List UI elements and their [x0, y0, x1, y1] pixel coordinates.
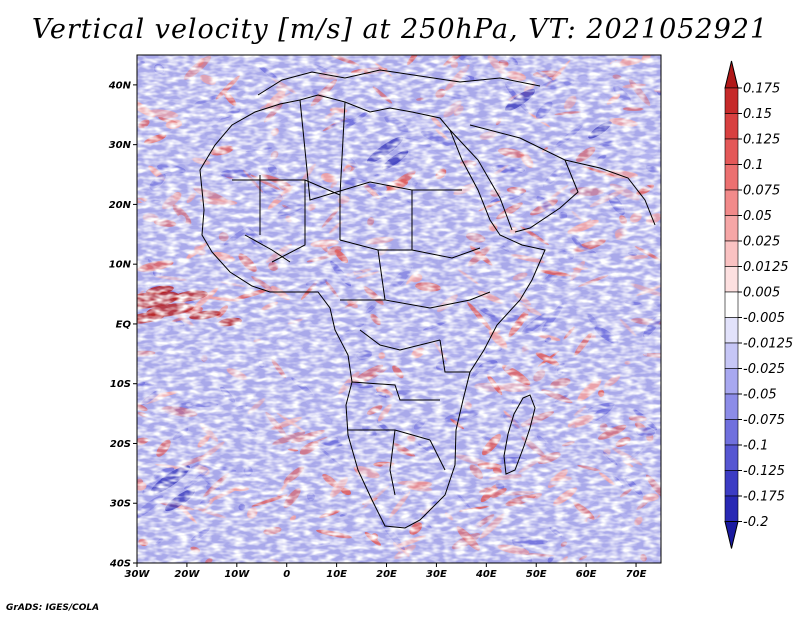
plot-area: [137, 55, 661, 563]
lon-label: 60E: [576, 569, 597, 580]
border-12: [429, 291, 491, 309]
colorbar-segment: [724, 240, 739, 267]
border-9: [411, 247, 481, 259]
colorbar-label: -0.0125: [743, 337, 793, 352]
colorbar-label: -0.125: [743, 464, 785, 479]
colorbar-label: 0.1: [743, 158, 764, 173]
lon-label: 20E: [376, 569, 397, 580]
border-14: [439, 339, 470, 373]
colorbar-segment: [724, 215, 739, 242]
colorbar-label: -0.025: [743, 362, 785, 377]
colorbar-label: -0.05: [743, 388, 777, 403]
country-borders: [199, 69, 656, 529]
colorbar-segment: [724, 266, 739, 293]
colorbar-segment: [724, 291, 739, 318]
colorbar-segment: [724, 470, 739, 497]
lat-label: 30N: [109, 140, 132, 151]
lat-label: 10S: [110, 379, 131, 390]
colorbar-segment: [724, 113, 739, 140]
border-18: [429, 439, 446, 471]
lon-label: 50E: [526, 569, 547, 580]
plot-frame: [136, 54, 662, 564]
colorbar-top-arrow: [724, 60, 739, 89]
map-title: Vertical velocity [m/s] at 250hPa, VT: 2…: [31, 14, 769, 45]
border-6: [339, 101, 346, 240]
colorbar-label: 0.025: [743, 235, 780, 250]
lon-label: 10W: [224, 569, 250, 580]
border-13: [359, 329, 441, 351]
colorbar-label: 0.15: [743, 107, 772, 122]
lon-label: 30W: [125, 569, 151, 580]
europe-coast: [257, 69, 541, 96]
border-19: [244, 234, 291, 263]
field-noise-texture: [137, 55, 661, 563]
colorbar-label: 0.005: [743, 286, 780, 301]
lat-label: EQ: [116, 319, 132, 330]
colorbar-segment: [724, 495, 739, 522]
asia-coast: [564, 159, 656, 226]
colorbar-label: -0.005: [743, 311, 785, 326]
lon-label: 0: [283, 569, 290, 580]
colorbar-segment: [724, 444, 739, 471]
longitude-axis: 30W 20W 10W 0 10E 20E 30E 40E 50E 60E 70E: [125, 563, 647, 580]
lon-label: 70E: [626, 569, 647, 580]
lon-label: 10E: [326, 569, 347, 580]
colorbar: 0.175 0.15 0.125 0.1 0.075 0.05 0.025 0.0125 0.0…: [724, 60, 793, 549]
madagascar-outline: [503, 394, 536, 475]
red-sea: [449, 129, 513, 231]
colorbar-segment: [724, 368, 739, 395]
border-7: [271, 180, 306, 263]
colorbar-bottom-arrow: [724, 521, 739, 549]
colorbar-label: -0.1: [743, 439, 768, 454]
lat-label: 40S: [109, 559, 131, 570]
colorbar-label: 0.175: [743, 82, 780, 97]
lat-label: 20S: [110, 439, 131, 450]
border-3: [299, 99, 371, 201]
africa-coastline: [199, 94, 546, 529]
border-17: [389, 429, 396, 496]
colorbar-segment: [724, 138, 739, 165]
lon-label: 20W: [174, 569, 200, 580]
colorbar-segment: [724, 419, 739, 446]
colorbar-segment: [724, 317, 739, 344]
lat-label: 10N: [109, 260, 132, 271]
colorbar-segment: [724, 189, 739, 216]
colorbar-label: 0.05: [743, 209, 772, 224]
colorbar-label: 0.075: [743, 184, 780, 199]
lat-label: 40N: [108, 80, 132, 91]
colorbar-segment: [724, 164, 739, 191]
border-15: [351, 381, 440, 401]
colorbar-segment: [724, 342, 739, 369]
colorbar-segment: [724, 87, 739, 114]
colorbar-label: 0.125: [743, 133, 780, 148]
colorbar-label: -0.2: [743, 515, 768, 530]
colorbar-segment: [724, 393, 739, 420]
colorbar-label: 0.0125: [743, 260, 789, 275]
arabian-peninsula: [469, 124, 579, 233]
lon-label: 40E: [475, 569, 497, 580]
grads-credit: GrADS: IGES/COLA: [6, 603, 100, 613]
latitude-axis: 40N 30N 20N 10N EQ 10S 20S 30S 40S: [108, 80, 137, 570]
lon-label: 30E: [426, 569, 447, 580]
lat-label: 20N: [109, 200, 132, 211]
lat-label: 30S: [110, 499, 131, 510]
colorbar-label: -0.175: [743, 490, 785, 505]
colorbar-label: -0.075: [743, 413, 785, 428]
